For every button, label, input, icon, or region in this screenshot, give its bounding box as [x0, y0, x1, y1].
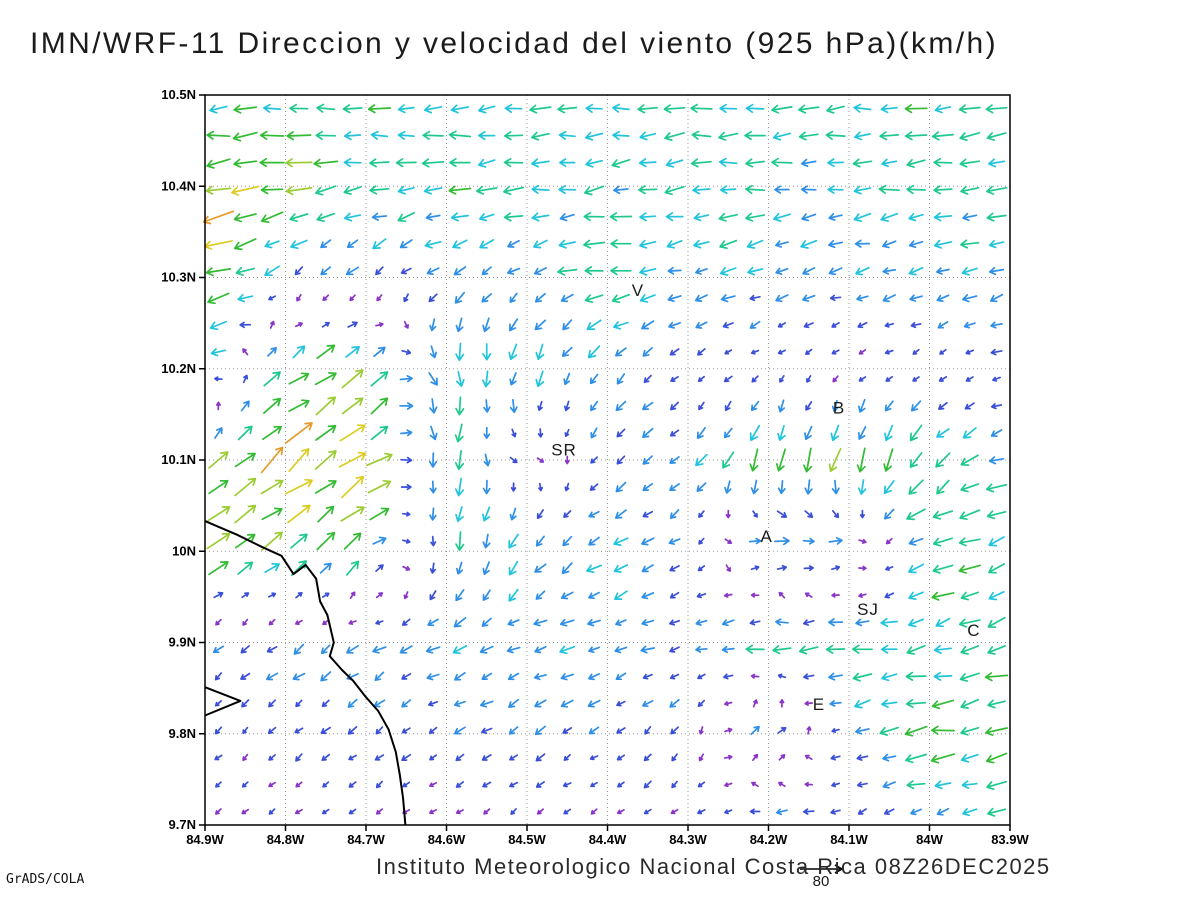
- x-tick-label: 84.1W: [830, 832, 868, 847]
- x-tick-label: 84.3W: [669, 832, 707, 847]
- reference-vector: 80: [800, 864, 844, 890]
- y-tick-label: 9.8N: [169, 726, 196, 741]
- coastline: [204, 520, 407, 826]
- x-tick-label: 83.9W: [991, 832, 1029, 847]
- y-tick-label: 10.4N: [161, 178, 196, 193]
- station-label-B: B: [833, 399, 845, 418]
- x-tick-label: 84.2W: [750, 832, 788, 847]
- reference-vector-label: 80: [813, 873, 830, 890]
- axis-ticks: [199, 94, 1011, 831]
- wind-vectors: [202, 103, 1009, 817]
- station-label-E: E: [813, 695, 825, 714]
- station-label-V: V: [632, 281, 644, 300]
- y-tick-label: 9.9N: [169, 635, 196, 650]
- x-tick-label: 84.8W: [267, 832, 305, 847]
- station-label-SJ: SJ: [857, 600, 879, 619]
- y-tick-label: 10.3N: [161, 270, 196, 285]
- station-label-A: A: [761, 527, 773, 546]
- station-label-SR: SR: [551, 440, 577, 459]
- y-tick-label: 10.5N: [161, 87, 196, 102]
- station-label-C: C: [967, 621, 980, 640]
- grads-credit: GrADS/COLA: [6, 872, 85, 887]
- x-tick-label: 84.6W: [428, 832, 466, 847]
- axis-tick-labels: 84.9W 84.8W 84.7W 84.6W 84.5W 84.4W 84.3W 84.2W…: [161, 87, 1029, 847]
- reference-arrow: [800, 864, 844, 874]
- x-tick-label: 84.9W: [186, 832, 224, 847]
- x-tick-label: 84.7W: [347, 832, 385, 847]
- footer-institute-line: Instituto Meteorologico Nacional Costa R…: [376, 854, 1051, 879]
- page-title: IMN/WRF-11 Direccion y velocidad del vie…: [30, 27, 998, 60]
- y-tick-label: 10.1N: [161, 452, 196, 467]
- x-tick-label: 84.5W: [508, 832, 546, 847]
- y-tick-label: 9.7N: [169, 817, 196, 832]
- x-tick-label: 84W: [916, 832, 943, 847]
- y-tick-label: 10.2N: [161, 361, 196, 376]
- x-tick-label: 84.4W: [589, 832, 627, 847]
- y-tick-label: 10N: [172, 543, 196, 558]
- station-labels: V B SR A SJ C E: [551, 281, 980, 714]
